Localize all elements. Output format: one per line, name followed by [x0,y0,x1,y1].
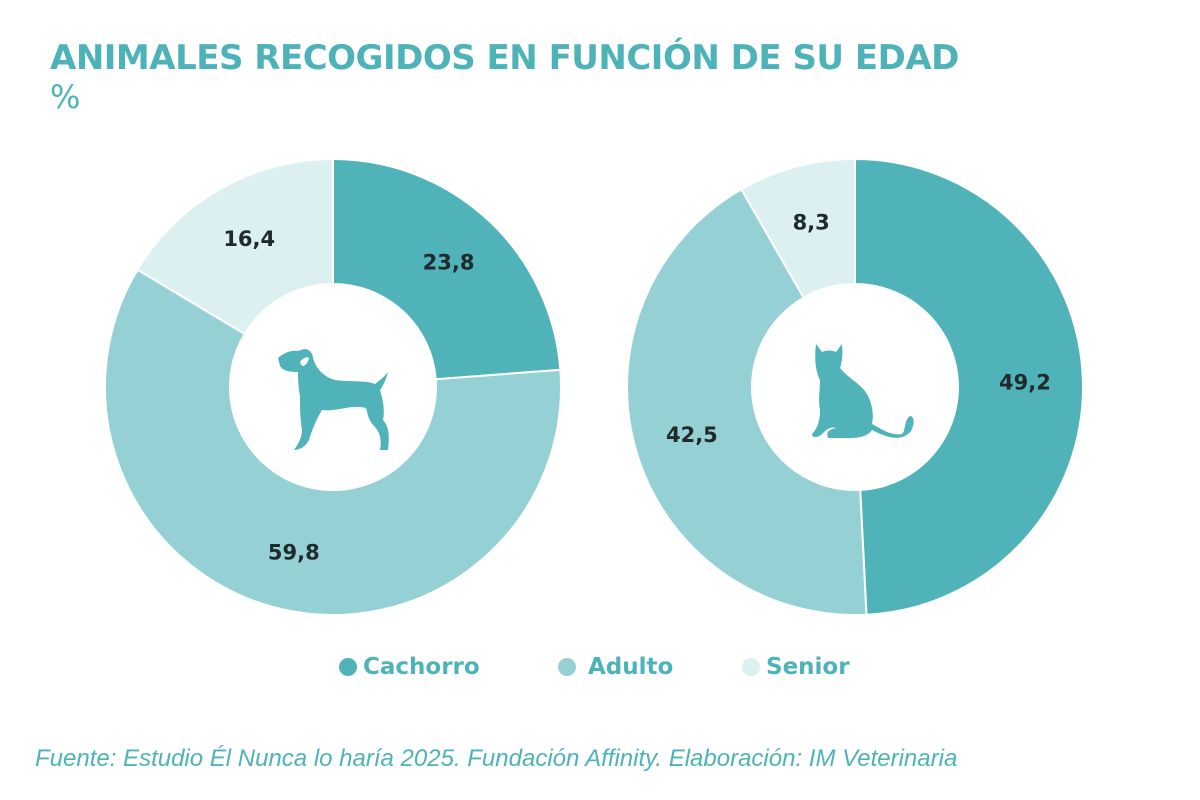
legend-label: Cachorro [363,654,480,680]
unit-label: % [50,78,81,116]
legend-swatch [558,658,576,676]
data-label-cachorro: 23,8 [423,250,475,274]
slice-senior [740,157,856,300]
slice-senior [136,157,334,336]
data-label-cachorro: 49,2 [999,371,1051,395]
data-label-senior: 16,4 [223,227,275,251]
legend: Cachorro Adulto Senior [0,654,1200,684]
legend-item-senior: Senior [742,654,850,680]
slice-cachorro [332,157,562,381]
cat-donut: 49,2 42,5 8,3 [626,157,1084,616]
slice-adulto [104,268,562,616]
source-note: Fuente: Estudio Él Nunca lo haría 2025. … [35,745,958,772]
legend-label: Senior [766,654,850,680]
slice-adulto [626,187,868,616]
dog-icon [278,349,389,450]
legend-item-adulto: Adulto [558,654,673,680]
data-label-senior: 8,3 [793,211,830,235]
legend-item-cachorro: Cachorro [339,654,480,680]
slice-cachorro [854,157,1084,616]
data-label-adulto: 42,5 [666,423,718,447]
legend-label: Adulto [588,654,674,680]
chart-title: ANIMALES RECOGIDOS EN FUNCIÓN DE SU EDAD [50,38,959,78]
data-label-adulto: 59,8 [268,540,320,564]
cat-icon [812,344,914,438]
legend-swatch [742,658,760,676]
legend-swatch [339,658,357,676]
dog-donut: 23,8 59,8 16,4 [104,157,562,616]
